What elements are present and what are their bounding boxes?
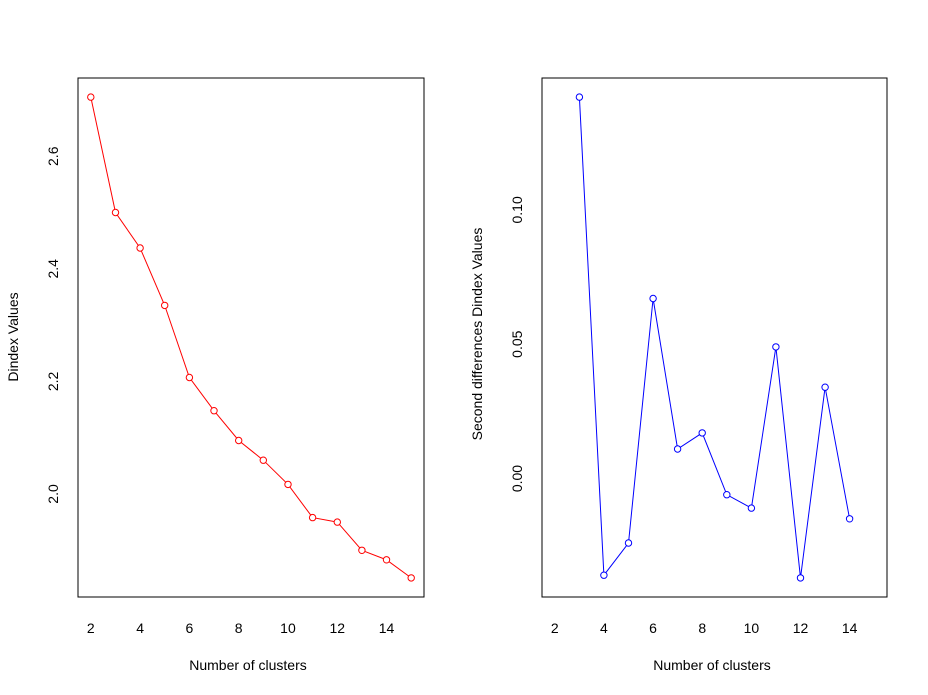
point-group — [575, 93, 854, 582]
x-tick-label: 8 — [698, 620, 706, 636]
data-point — [333, 518, 341, 526]
x-tick-label: 12 — [793, 620, 809, 636]
y-tick-label: 2.0 — [45, 484, 61, 504]
data-point — [723, 491, 731, 499]
x-tick-label: 14 — [842, 620, 858, 636]
x-axis-label: Number of clusters — [653, 657, 770, 673]
y-tick-label: 2.6 — [45, 146, 61, 166]
data-point — [259, 456, 267, 464]
x-tick-label: 6 — [649, 620, 657, 636]
y-tick-label: 2.2 — [45, 371, 61, 391]
data-point — [284, 480, 292, 489]
x-tick-label: 4 — [136, 620, 144, 636]
data-point — [673, 445, 682, 453]
data-point — [649, 294, 657, 303]
data-point — [698, 429, 706, 437]
data-point — [235, 436, 243, 445]
data-point — [624, 539, 633, 547]
x-axis-label: Number of clusters — [189, 657, 306, 673]
data-point — [821, 383, 829, 391]
data-point — [600, 571, 608, 579]
data-point — [796, 574, 805, 582]
plot-box — [77, 77, 425, 598]
tick-group: 2 4 6 8 10 12 14 0.00 0.05 0.10 — [509, 196, 858, 636]
x-tick-label: 12 — [329, 620, 345, 636]
x-tick-label: 6 — [185, 620, 193, 636]
data-point — [358, 546, 366, 554]
data-point — [772, 343, 780, 351]
y-tick-label: 0.05 — [509, 330, 525, 357]
plot-box — [541, 77, 888, 598]
second-differences-chart: 2 4 6 8 10 12 14 0.00 0.05 0.10 Number of cluster… — [469, 77, 888, 673]
y-axis-label: Second differences Dindex Values — [469, 228, 485, 441]
data-point — [185, 373, 194, 382]
data-point — [407, 574, 415, 582]
x-tick-label: 2 — [87, 620, 95, 636]
y-tick-label: 0.10 — [509, 196, 525, 223]
data-point — [87, 93, 95, 101]
data-point — [747, 504, 756, 512]
series-line — [578, 97, 851, 578]
data-point — [845, 515, 854, 523]
series-line — [90, 96, 412, 579]
dindex-chart: 2 4 6 8 10 12 14 2.0 2.2 2.4 2.6 Number of cluster… — [5, 77, 425, 673]
y-tick-label: 0.00 — [509, 465, 525, 492]
data-point — [382, 556, 391, 564]
x-tick-label: 10 — [280, 620, 296, 636]
tick-group: 2 4 6 8 10 12 14 2.0 2.2 2.4 2.6 — [45, 146, 395, 636]
data-point — [136, 244, 144, 252]
data-point — [210, 407, 218, 415]
x-tick-label: 2 — [551, 620, 559, 636]
y-axis-label: Dindex Values — [5, 292, 21, 381]
x-tick-label: 10 — [744, 620, 760, 636]
data-point — [308, 513, 317, 522]
data-point — [575, 93, 584, 101]
x-tick-label: 4 — [600, 620, 608, 636]
data-point — [161, 301, 169, 310]
point-group — [87, 93, 415, 582]
x-tick-label: 14 — [379, 620, 395, 636]
y-tick-label: 2.4 — [45, 259, 61, 279]
data-point — [111, 208, 120, 217]
x-tick-label: 8 — [235, 620, 243, 636]
